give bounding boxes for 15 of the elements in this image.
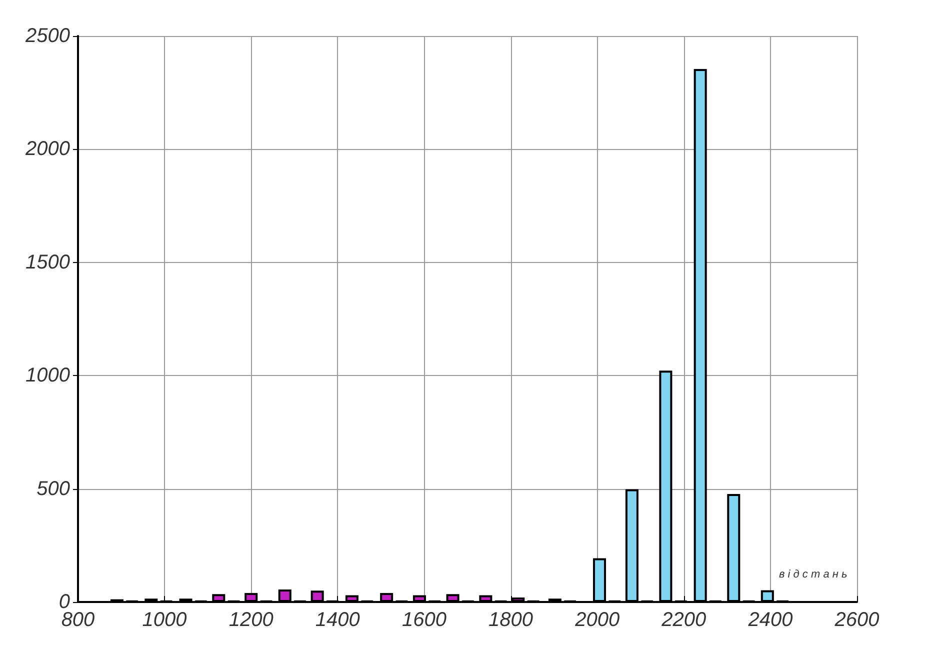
x-tick-label: 1400: [315, 609, 360, 631]
y-tick-label: 500: [36, 478, 70, 500]
y-tick-label: 2500: [24, 25, 70, 47]
x-tick-label: 1800: [488, 609, 534, 631]
x-tick-label: 1000: [142, 609, 187, 631]
y-tick-label: 1500: [26, 251, 70, 274]
y-tick-label: 2000: [24, 138, 70, 160]
y-tick-label: 1000: [26, 364, 70, 387]
x-tick-label: 2000: [574, 609, 620, 631]
x-axis-title: в і д с т а н ь: [779, 568, 848, 580]
x-tick-label: 2200: [660, 609, 706, 631]
x-tick-label: 2600: [834, 609, 880, 631]
x-tick-label: 2400: [747, 609, 793, 631]
x-tick-label: 1200: [228, 609, 274, 631]
x-tick-label: 1600: [402, 609, 446, 631]
